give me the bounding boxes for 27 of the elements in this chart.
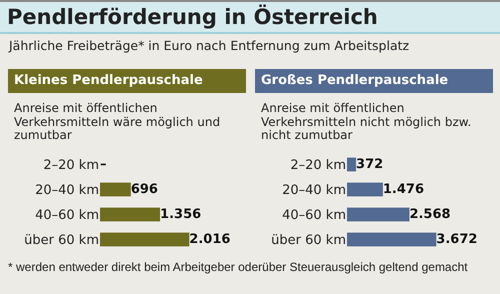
y-tick-label: über 60 km <box>24 233 99 248</box>
text: Pendlerförderung in Österreich <box>6 4 379 29</box>
text: Jährliche Freibeträge* in Euro nach Entfernung zum Arbeitsplatz <box>9 38 410 53</box>
data-label: 3.672 <box>436 232 478 247</box>
chart-subtitle: Anreise mit öffentlichen Verkehrsmitteln nicht möglich bzw. nicht zumutbar <box>260 100 472 144</box>
data-label: 1.356 <box>160 206 202 222</box>
text: * werden entweder direkt beim Arbeitgeber oderüber Steuerausgleich geltend gemacht <box>8 260 468 274</box>
y-tick-label: 20–40 km <box>282 183 346 198</box>
chart-subtitle: Anreise mit öffentlichen Verkehrsmitteln wäre möglich und zumutbar <box>13 100 222 144</box>
y-tick-label: über 60 km <box>271 233 346 248</box>
chart-title: Kleines Pendlerpauschale <box>8 69 246 93</box>
bar <box>347 208 410 222</box>
data-label: 2.568 <box>409 206 451 222</box>
data-label: 2.016 <box>189 232 230 247</box>
data-label: 1.476 <box>382 182 424 197</box>
y-tick-label: 40–60 km <box>282 208 346 224</box>
bar <box>347 232 436 246</box>
data-label: 372 <box>356 156 384 172</box>
y-tick-label: 2–20 km <box>43 158 99 174</box>
data-label: 696 <box>130 182 158 197</box>
y-tick-label: 20–40 km <box>35 183 99 198</box>
bar <box>347 158 356 172</box>
y-tick-label: 2–20 km <box>290 158 346 174</box>
bar <box>347 182 383 196</box>
text: – <box>100 156 106 172</box>
chart-title: Großes Pendlerpauschale <box>255 69 493 93</box>
y-tick-label: 40–60 km <box>35 208 99 224</box>
